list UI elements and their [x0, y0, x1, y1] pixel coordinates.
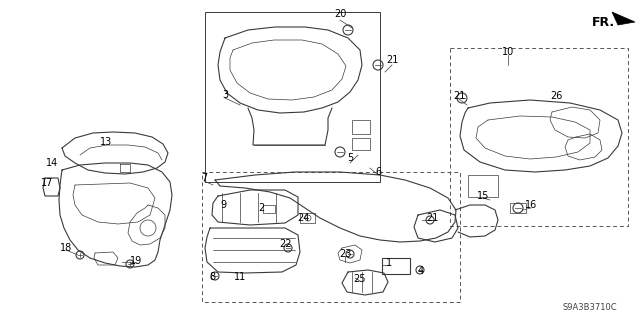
Text: FR.: FR.	[592, 16, 615, 28]
Bar	[450, 48, 628, 226]
Polygon shape	[612, 12, 635, 25]
Bar	[205, 12, 380, 182]
Text: 4: 4	[418, 266, 424, 276]
Bar	[382, 258, 410, 274]
Text: 11: 11	[234, 272, 246, 282]
Text: 17: 17	[41, 178, 53, 188]
Text: 9: 9	[220, 200, 226, 210]
Text: 22: 22	[279, 239, 291, 249]
Text: 16: 16	[525, 200, 537, 210]
Text: 5: 5	[347, 153, 353, 163]
Bar	[510, 203, 526, 213]
Text: 10: 10	[502, 47, 514, 57]
Bar	[352, 120, 370, 134]
Text: 26: 26	[550, 91, 562, 101]
Text: 15: 15	[477, 191, 489, 201]
Bar	[468, 175, 498, 197]
Text: 18: 18	[60, 243, 72, 253]
Text: 19: 19	[130, 256, 142, 266]
Text: 3: 3	[222, 90, 228, 100]
Text: 13: 13	[100, 137, 112, 147]
Text: 14: 14	[46, 158, 58, 168]
Text: 25: 25	[354, 274, 366, 284]
Text: 20: 20	[334, 9, 346, 19]
Text: 21: 21	[386, 55, 398, 65]
Bar	[300, 213, 315, 223]
Text: 21: 21	[453, 91, 465, 101]
Text: S9A3B3710C: S9A3B3710C	[563, 303, 618, 313]
Text: 8: 8	[209, 272, 215, 282]
Text: 7: 7	[201, 173, 207, 183]
Text: 2: 2	[258, 203, 264, 213]
Text: 24: 24	[297, 213, 309, 223]
Bar	[352, 138, 370, 150]
Text: 23: 23	[339, 249, 351, 259]
Text: 21: 21	[426, 213, 438, 223]
Bar	[263, 205, 275, 213]
Text: 6: 6	[375, 167, 381, 177]
Text: 1: 1	[386, 258, 392, 268]
Bar	[202, 172, 460, 302]
